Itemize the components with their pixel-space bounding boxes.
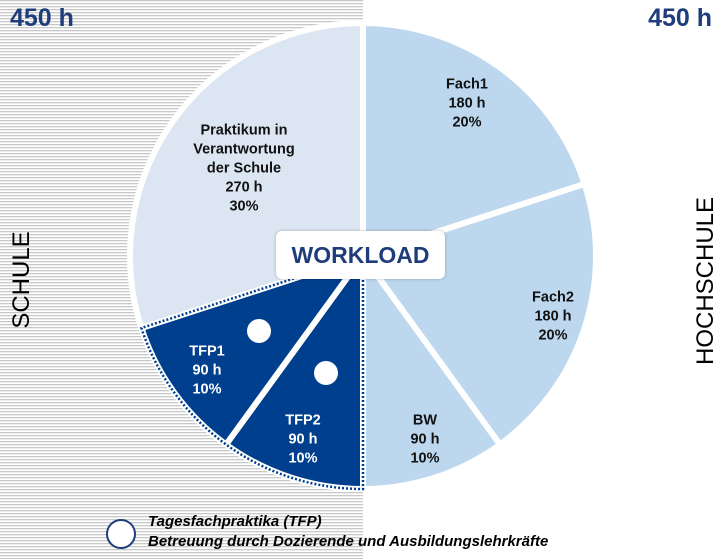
- slice-label-bw: BW 90 h 10%: [410, 412, 440, 467]
- slice-label-tfp2: TFP2 90 h 10%: [285, 412, 321, 467]
- hochschule-label: HOCHSCHULE: [692, 196, 719, 366]
- pie-slice-fach1: [360, 20, 588, 259]
- tfp1-support-marker: [247, 319, 271, 343]
- legend-line-2: Betreuung durch Dozierende und Ausbildun…: [148, 533, 549, 550]
- slice-label-praktikum: Praktikum in Verantwortung der Schule 27…: [193, 122, 295, 215]
- slice-label-tfp1: TFP1 90 h 10%: [189, 343, 225, 398]
- workload-center-label: WORKLOAD: [276, 231, 445, 279]
- legend-line-1: Tagesfachpraktika (TFP): [148, 513, 322, 530]
- tfp-dotted-outline: [139, 254, 365, 491]
- schule-label: SCHULE: [8, 231, 35, 329]
- schule-total: 450 h: [10, 4, 74, 32]
- pie-slice-bw: [360, 253, 503, 492]
- legend-circle-icon: [106, 519, 136, 549]
- hochschule-total: 450 h: [648, 4, 712, 32]
- slice-label-fach2: Fach2 180 h 20%: [532, 289, 574, 344]
- tfp2-support-marker: [314, 361, 338, 385]
- slice-label-fach1: Fach1 180 h 20%: [446, 76, 488, 131]
- legend: Tagesfachpraktika (TFP) Betreuung durch …: [148, 512, 548, 552]
